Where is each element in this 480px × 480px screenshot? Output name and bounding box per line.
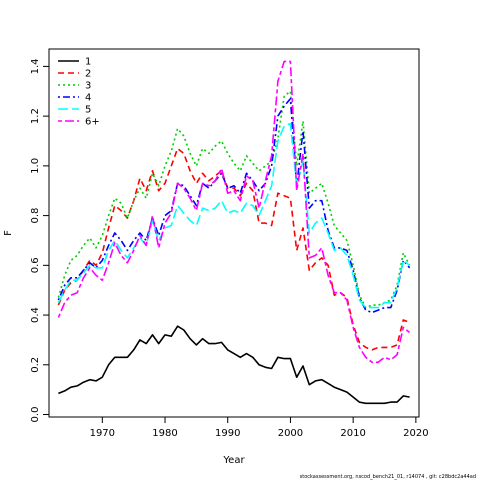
- x-tick-label: 1970: [90, 428, 115, 439]
- x-tick-label: 1990: [215, 428, 240, 439]
- y-tick-label: 0.4: [30, 307, 41, 323]
- x-axis: 1970 1980 1990 2000 2010 2020: [90, 417, 429, 439]
- y-tick-label: 0.8: [30, 208, 41, 224]
- y-axis-title: F: [3, 230, 14, 236]
- x-tick-label: 2010: [340, 428, 365, 439]
- legend-label: 2: [85, 69, 91, 80]
- series-line-2: [57, 147, 410, 351]
- plot-frame: [48, 48, 420, 418]
- y-tick-label: 1.0: [30, 158, 41, 174]
- legend-label: 5: [85, 105, 91, 116]
- legend-label: 4: [85, 93, 91, 104]
- footer-credit: stockassessment.org, nscod_bench21_01, r…: [300, 474, 476, 480]
- y-tick-label: 0.6: [30, 257, 41, 273]
- x-tick-label: 2020: [403, 428, 428, 439]
- legend-label: 1: [85, 57, 91, 68]
- y-axis: 0.0 0.2 0.4 0.6 0.8 1.0 1.2 1.4: [30, 58, 49, 422]
- y-tick-label: 1.4: [30, 58, 41, 74]
- y-tick-label: 0.0: [30, 407, 41, 423]
- y-tick-label: 0.2: [30, 357, 41, 373]
- series-line-6plus: [57, 60, 411, 364]
- x-tick-label: 1980: [152, 428, 177, 439]
- series-layer: [57, 60, 411, 405]
- series-line-1: [58, 325, 410, 405]
- y-tick-label: 1.2: [30, 108, 41, 124]
- x-axis-title: Year: [222, 455, 245, 466]
- series-line-4: [57, 97, 411, 314]
- series-line-3: [57, 90, 411, 309]
- series-line-5: [57, 122, 411, 309]
- x-tick-label: 2000: [278, 428, 303, 439]
- legend-label: 3: [85, 81, 91, 92]
- legend-label: 6+: [85, 117, 100, 128]
